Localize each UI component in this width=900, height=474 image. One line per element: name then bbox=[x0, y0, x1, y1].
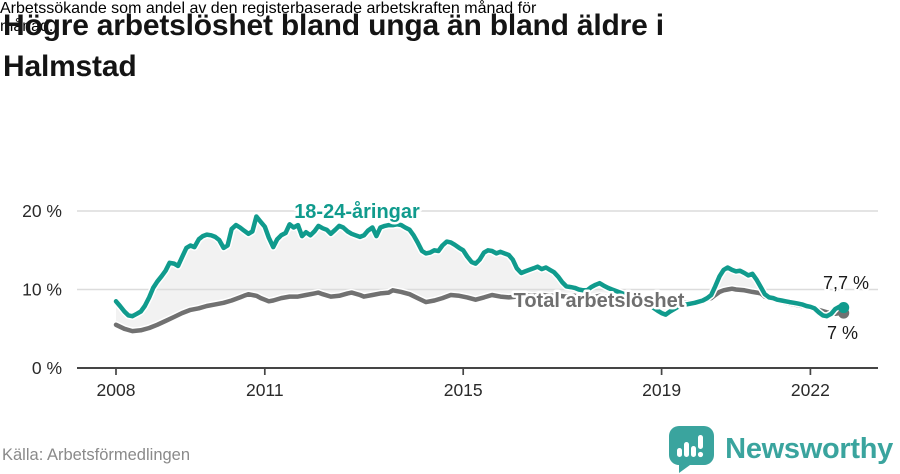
series-label-youth: 18-24-åringar bbox=[294, 200, 420, 223]
y-axis-labels: 0 % 10 % 20 % bbox=[22, 201, 62, 378]
x-tick-label-2008: 2008 bbox=[97, 380, 136, 400]
x-axis bbox=[77, 367, 878, 375]
end-label-youth: 7,7 % bbox=[823, 273, 869, 293]
y-tick-label-0: 0 % bbox=[32, 358, 62, 378]
end-label-total: 7 % bbox=[827, 323, 858, 343]
line-youth bbox=[113, 214, 846, 319]
page-subtitle-line-1: Arbetssökande som andel av den registerb… bbox=[0, 0, 537, 17]
page-title-line-2: Halmstad bbox=[3, 50, 137, 83]
x-tick-label-2011: 2011 bbox=[246, 380, 284, 400]
speech-bubble-barchart-icon bbox=[669, 426, 715, 473]
x-tick-label-2015: 2015 bbox=[444, 380, 483, 400]
between-series-area bbox=[116, 216, 844, 332]
data-lines bbox=[112, 212, 848, 335]
page-title-line-1: Högre arbetslöshet bland unga än bland ä… bbox=[3, 9, 664, 42]
x-tick-label-2019: 2019 bbox=[642, 380, 681, 400]
newsworthy-logo: Newsworthy bbox=[668, 424, 893, 474]
unemployment-line-chart: 0 % 10 % 20 % 2008 2011 2015 2019 2022 18-24-å… bbox=[22, 198, 878, 400]
bar-chart-glyph bbox=[677, 435, 704, 458]
y-tick-label-10: 10 % bbox=[22, 280, 62, 300]
series-label-total: Total arbetslöshet bbox=[514, 290, 685, 312]
x-tick-label-2022: 2022 bbox=[791, 380, 830, 400]
endpoint-dot-youth bbox=[838, 301, 850, 314]
x-axis-labels: 2008 2011 2015 2019 2022 bbox=[97, 380, 830, 400]
page-title: Högre arbetslöshet bland unga än bland ä… bbox=[3, 5, 893, 87]
page-subtitle-line-2: månad. bbox=[0, 18, 54, 35]
source-note: Källa: Arbetsförmedlingen bbox=[2, 446, 191, 464]
y-tick-label-20: 20 % bbox=[22, 201, 62, 221]
endpoint-dots bbox=[838, 301, 850, 319]
logo-wordmark: Newsworthy bbox=[725, 432, 893, 465]
line-total bbox=[113, 286, 846, 334]
